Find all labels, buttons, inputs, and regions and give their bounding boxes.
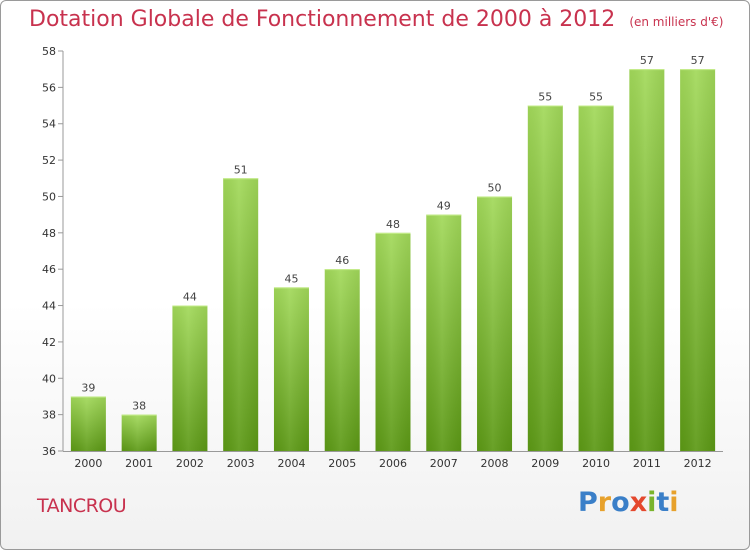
x-tick-label: 2002 [176,457,204,470]
y-tick-label: 58 [42,45,56,58]
value-label: 57 [691,54,705,67]
bar-2011 [629,69,665,451]
x-tick-label: 2000 [74,457,102,470]
y-tick-label: 56 [42,81,56,94]
bars [70,69,716,452]
bar-2006 [375,232,411,451]
value-labels: 39 38 44 51 45 46 48 49 50 55 55 57 57 [81,54,704,412]
chart-title: Dotation Globale de Fonctionnement de 20… [29,7,724,32]
proxiti-logo[interactable]: Proxiti [578,487,679,518]
axes: 36 38 40 42 44 46 48 50 52 54 56 58 2000 2001 2002 2003… [42,45,723,470]
value-label: 55 [589,91,603,104]
value-label: 51 [234,163,248,176]
value-label: 49 [437,200,451,213]
bar-2008 [477,196,513,451]
x-tick-label: 2006 [379,457,407,470]
value-label: 55 [538,91,552,104]
y-tick-label: 52 [42,154,56,167]
y-tick-label: 42 [42,336,56,349]
x-tick-label: 2010 [582,457,610,470]
bar-2009 [527,105,563,451]
x-tick-label: 2003 [227,457,255,470]
y-tick-label: 38 [42,409,56,422]
bar-2005 [324,269,360,451]
bar-2007 [426,214,462,451]
bar-2001 [121,414,157,451]
value-label: 45 [284,272,298,285]
value-label: 44 [183,291,197,304]
y-tick-label: 50 [42,190,56,203]
bar-2010 [578,105,614,451]
x-tick-label: 2012 [684,457,712,470]
x-tick-label: 2011 [633,457,661,470]
bar-2003 [223,178,259,452]
value-label: 46 [335,254,349,267]
bar-2002 [172,305,208,451]
y-tick-label: 54 [42,118,56,131]
bar-2012 [680,69,716,451]
town-name: TANCROU [37,495,127,517]
value-label: 57 [640,54,654,67]
value-label: 39 [81,381,95,394]
bar-2004 [273,287,309,451]
chart-subtitle: (en milliers d'€) [629,15,724,29]
y-tick-label: 46 [42,263,56,276]
x-tick-label: 2004 [277,457,305,470]
value-label: 48 [386,218,400,231]
value-label: 50 [488,181,502,194]
y-tick-label: 40 [42,372,56,385]
x-tick-label: 2005 [328,457,356,470]
x-tick-label: 2001 [125,457,153,470]
x-tick-label: 2007 [430,457,458,470]
value-label: 38 [132,400,146,413]
x-tick-label: 2008 [481,457,509,470]
y-tick-label: 36 [42,445,56,458]
bar-2000 [70,396,106,451]
x-tick-label: 2009 [531,457,559,470]
y-tick-label: 48 [42,227,56,240]
y-tick-label: 44 [42,300,56,313]
